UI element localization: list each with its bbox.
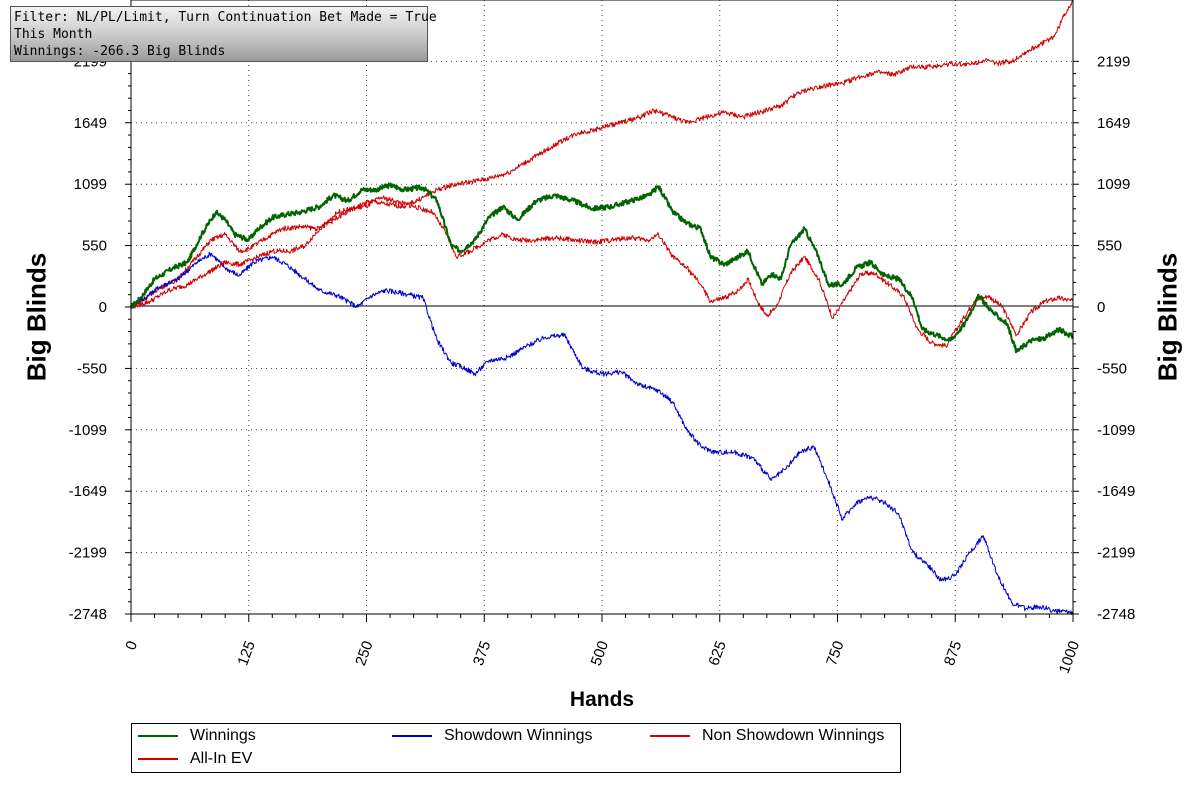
plot-frame xyxy=(130,0,1074,615)
legend-item-showdown: Showdown Winnings xyxy=(392,727,593,745)
y-tick-label-right: 0 xyxy=(1097,299,1105,316)
x-tick-label: 375 xyxy=(470,639,495,668)
x-axis-label: Hands xyxy=(569,688,635,711)
x-tick-label: 1000 xyxy=(1056,639,1083,676)
legend-swatch-non-showdown xyxy=(650,735,690,737)
y-tick-label-left: 1649 xyxy=(74,115,107,132)
winnings-summary-text: Winnings: -266.3 Big Blinds xyxy=(14,44,226,59)
legend-item-winnings: Winnings xyxy=(138,727,256,745)
y-tick-label-right: -1099 xyxy=(1097,422,1135,439)
y-tick-label-left: -2199 xyxy=(69,545,107,562)
period-text: This Month xyxy=(14,27,93,42)
y-tick-label-left: -1649 xyxy=(69,483,107,500)
y-tick-label-right: -1649 xyxy=(1097,483,1135,500)
y-axis-label-right: Big Blinds xyxy=(1152,252,1183,382)
y-tick-label-right: 1649 xyxy=(1097,115,1130,132)
series-line-winnings xyxy=(130,182,1074,354)
series-line-non-showdown xyxy=(130,0,1074,309)
y-axis-label-left: Big Blinds xyxy=(21,252,52,382)
y-tick-label-left: -1099 xyxy=(69,422,107,439)
y-tick-label-left: -2748 xyxy=(69,606,107,623)
chart-legend: Winnings Showdown Winnings Non Showdown … xyxy=(131,723,901,773)
y-tick-label-right: 2199 xyxy=(1097,53,1130,70)
legend-label-showdown: Showdown Winnings xyxy=(444,727,593,744)
y-tick-label-left: 550 xyxy=(82,238,107,255)
y-tick-label-right: -2748 xyxy=(1097,606,1135,623)
x-tick-label: 500 xyxy=(588,639,613,668)
x-tick-label: 625 xyxy=(705,639,730,668)
legend-label-winnings: Winnings xyxy=(190,727,256,744)
grid-lines xyxy=(131,0,1073,615)
axes: 21992199164916491099109955055000-550-550… xyxy=(69,53,1136,676)
y-tick-label-left: 0 xyxy=(99,299,107,316)
legend-item-non-showdown: Non Showdown Winnings xyxy=(650,727,884,745)
filter-text: Filter: NL/PL/Limit, Turn Continuation B… xyxy=(14,10,437,25)
legend-label-non-showdown: Non Showdown Winnings xyxy=(702,727,885,744)
x-tick-label: 750 xyxy=(823,639,848,668)
x-tick-label: 875 xyxy=(941,639,966,668)
y-tick-label-right: -550 xyxy=(1097,360,1127,377)
series-line-allin-ev xyxy=(130,195,1074,348)
legend-swatch-showdown xyxy=(392,735,432,737)
y-tick-label-left: 1099 xyxy=(74,176,107,193)
filter-info-box: Filter: NL/PL/Limit, Turn Continuation B… xyxy=(10,6,437,62)
legend-swatch-winnings xyxy=(138,735,178,737)
series-lines xyxy=(130,0,1074,616)
series-line-showdown xyxy=(130,251,1074,616)
y-tick-label-right: 550 xyxy=(1097,238,1122,255)
legend-item-allin-ev: All-In EV xyxy=(138,750,252,768)
x-tick-label: 125 xyxy=(234,639,259,668)
y-tick-label-left: -550 xyxy=(77,360,107,377)
legend-label-allin-ev: All-In EV xyxy=(190,750,253,767)
x-tick-label: 250 xyxy=(352,639,377,668)
legend-swatch-allin-ev xyxy=(138,758,178,760)
x-tick-label: 0 xyxy=(122,639,141,653)
y-tick-label-right: 1099 xyxy=(1097,176,1130,193)
y-tick-label-right: -2199 xyxy=(1097,545,1135,562)
